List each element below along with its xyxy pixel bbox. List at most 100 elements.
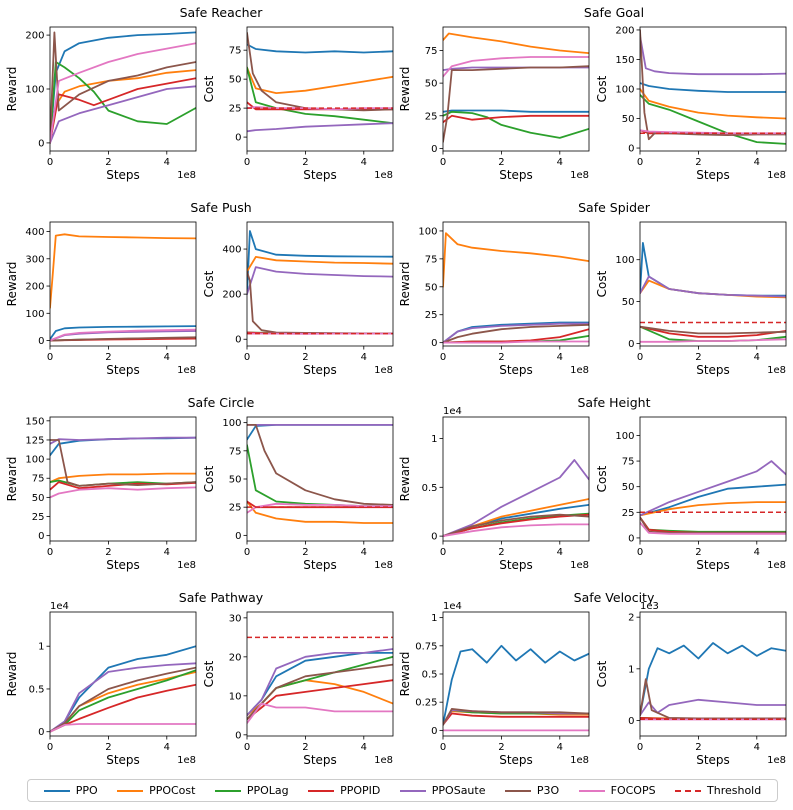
x-tick-label: 0: [244, 352, 250, 363]
y-tick-label: 0: [38, 336, 44, 347]
series-group: [443, 644, 589, 732]
series-line-pposaute: [640, 275, 786, 298]
x-tick-label: 4: [164, 547, 170, 558]
y-tick-label: 75: [425, 46, 438, 57]
x-offset-label: 1e8: [177, 755, 196, 766]
y-tick-label: 0: [431, 726, 437, 737]
series-line-ppocost: [247, 500, 393, 524]
series-line-ppocost: [640, 88, 786, 120]
y-tick-label: 400: [25, 227, 44, 238]
panel-safe-spider-cost: 0 50 100 0 2 4 Steps 1e8 Cost: [595, 221, 787, 377]
legend-item-focops: FOCOPS: [578, 784, 656, 797]
y-tick-label: 0: [235, 531, 241, 542]
series-group: [640, 460, 786, 535]
x-offset-label: 1e8: [177, 560, 196, 571]
series-line-focops: [50, 328, 196, 342]
legend-swatch: [578, 789, 605, 792]
legend-item-ppopid: PPOPID: [308, 784, 380, 797]
y-tick-label: 0: [431, 144, 437, 155]
y-tick-label: 75: [32, 474, 45, 485]
axes-frame: [442, 416, 590, 542]
series-line-ppocost: [443, 32, 589, 54]
y-offset-label: 1e3: [640, 601, 659, 612]
x-offset-label: 1e8: [374, 560, 393, 571]
y-tick-label: 50: [229, 75, 242, 86]
y-tick-label: 75: [425, 254, 438, 265]
x-axis-label: Steps: [696, 363, 730, 377]
y-tick-label: 100: [615, 85, 634, 96]
series-line-p3o: [50, 666, 196, 733]
y-tick-label: 125: [25, 435, 44, 446]
axes-frame: [442, 26, 590, 152]
x-tick-label: 4: [557, 742, 563, 753]
x-axis-label: Steps: [303, 558, 337, 572]
panel-safe-velocity-cost: 0 1 2 0 2 4 Steps 1e8 Cost 1e3: [595, 601, 787, 767]
series-line-ppo: [50, 325, 196, 341]
x-axis-label: Steps: [303, 363, 337, 377]
series-line-ppolag: [443, 110, 589, 139]
x-tick-label: 0: [637, 742, 643, 753]
x-tick-label: 2: [498, 352, 504, 363]
legend-swatch: [504, 789, 531, 792]
series-line-ppopid: [247, 679, 393, 721]
y-axis-label: Reward: [5, 652, 19, 697]
series-line-p3o: [443, 323, 589, 344]
y-axis-label: Cost: [595, 270, 609, 297]
x-tick-label: 2: [695, 742, 701, 753]
panel-safe-height-reward: Safe Height 0 0.5 1 0 2 4 Steps 1e8 Reward 1e4: [398, 395, 651, 572]
x-offset-label: 1e8: [767, 755, 786, 766]
series-line-p3o: [443, 513, 589, 537]
y-tick-label: 150: [25, 416, 44, 427]
x-offset-label: 1e8: [177, 365, 196, 376]
y-axis-label: Reward: [398, 262, 412, 307]
series-line-ppo: [640, 642, 786, 717]
axes-frame: [246, 221, 394, 347]
series-line-focops: [640, 521, 786, 535]
x-axis-label: Steps: [106, 363, 140, 377]
series-line-ppolag: [640, 94, 786, 145]
y-tick-label: 0: [628, 339, 634, 350]
x-axis-label: Steps: [696, 168, 730, 182]
x-tick-label: 4: [361, 157, 367, 168]
series-group: [443, 459, 589, 537]
y-tick-label: 100: [615, 255, 634, 266]
panel-safe-goal-cost: 0 50 100 150 200 0 2 4 Steps 1e8 Cost: [595, 25, 787, 182]
series-line-pposaute: [50, 662, 196, 733]
y-tick-label: 1: [431, 613, 437, 624]
y-tick-label: 25: [229, 104, 242, 115]
series-line-ppo: [640, 241, 786, 297]
legend-label: PPOPID: [340, 784, 381, 797]
y-tick-label: 100: [25, 85, 44, 96]
series-line-focops: [247, 702, 393, 724]
x-tick-label: 0: [637, 157, 643, 168]
y-tick-label: 75: [229, 446, 242, 457]
y-axis-label: Cost: [202, 75, 216, 102]
x-tick-label: 4: [557, 157, 563, 168]
y-tick-label: 50: [229, 475, 242, 486]
legend-swatch: [214, 789, 241, 792]
series-line-p3o: [640, 325, 786, 335]
series-line-p3o: [50, 439, 196, 487]
series-line-p3o: [247, 423, 393, 506]
x-offset-label: 1e8: [767, 560, 786, 571]
series-line-pposaute: [640, 698, 786, 717]
x-tick-label: 2: [302, 157, 308, 168]
axes-frame: [442, 221, 590, 347]
y-tick-label: 25: [425, 111, 438, 122]
y-axis-label: Cost: [202, 660, 216, 687]
x-tick-label: 0: [47, 352, 53, 363]
y-axis-label: Reward: [398, 652, 412, 697]
y-tick-label: 0: [628, 533, 634, 544]
series-group: [50, 436, 196, 499]
x-tick-label: 0: [637, 352, 643, 363]
x-tick-label: 4: [164, 157, 170, 168]
panel-title: Safe Pathway: [179, 590, 264, 605]
legend-label: FOCOPS: [610, 784, 656, 797]
x-tick-label: 2: [105, 157, 111, 168]
series-line-pposaute: [443, 459, 589, 537]
series-line-focops: [443, 56, 589, 78]
x-tick-label: 4: [361, 742, 367, 753]
x-axis-label: Steps: [499, 363, 533, 377]
